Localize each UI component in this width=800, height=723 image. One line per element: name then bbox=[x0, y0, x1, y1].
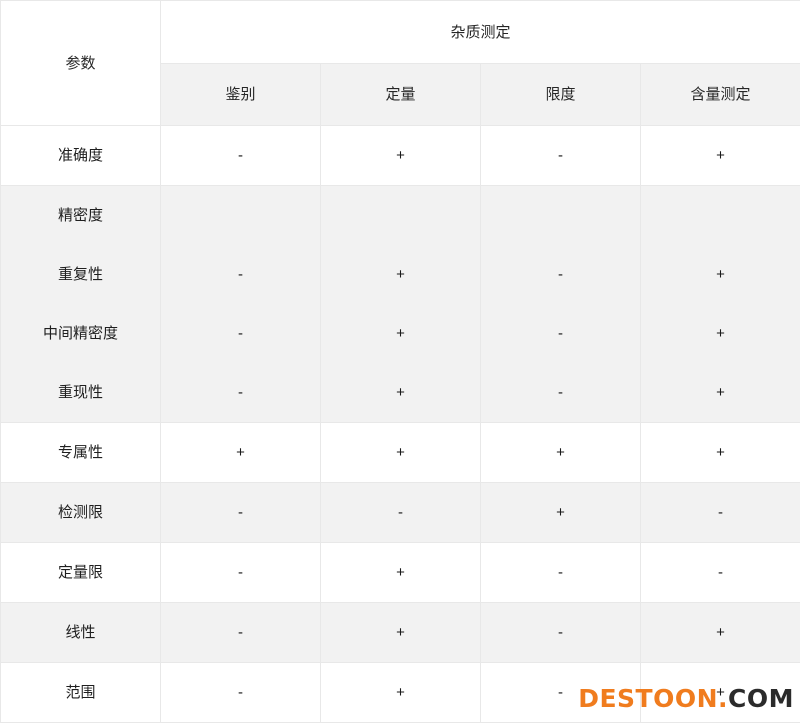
watermark-tld-text: COM bbox=[728, 684, 794, 713]
row-label-detection-limit: 检测限 bbox=[1, 483, 161, 543]
row-label-precision: 精密度 bbox=[1, 186, 160, 245]
table-row-group-precision: 精密度 重复性 中间精密度 重现性 - - - bbox=[1, 186, 800, 423]
column-header-limit: 限度 bbox=[481, 64, 641, 126]
cell-linearity-quantitation: + bbox=[321, 603, 481, 663]
cell-repeatability-quantitation: + bbox=[321, 245, 480, 304]
table-row: 专属性 + + + + bbox=[1, 423, 800, 483]
cell-accuracy-limit: - bbox=[481, 126, 641, 186]
watermark-brand-text: DESTOON bbox=[578, 684, 718, 713]
cell-range-quantitation: + bbox=[321, 663, 481, 723]
cell-repeatability-identification: - bbox=[161, 245, 320, 304]
watermark-dot: . bbox=[718, 684, 728, 713]
cell-specificity-quantitation: + bbox=[321, 423, 481, 483]
cell-linearity-limit: - bbox=[481, 603, 641, 663]
column-header-assay: 含量测定 bbox=[641, 64, 800, 126]
column-group-header-impurity-test: 杂质测定 bbox=[161, 1, 800, 64]
cell-repeatability-assay: + bbox=[641, 245, 800, 304]
cell-repeatability-limit: - bbox=[481, 245, 640, 304]
row-label-linearity: 线性 bbox=[1, 603, 161, 663]
cell-detection-limit-identification: - bbox=[161, 483, 321, 543]
cell-linearity-identification: - bbox=[161, 603, 321, 663]
cell-reproducibility-identification: - bbox=[161, 363, 320, 422]
cell-specificity-identification: + bbox=[161, 423, 321, 483]
cell-precision-limit bbox=[481, 186, 640, 245]
cell-quantitation-limit-limit: - bbox=[481, 543, 641, 603]
header-row-group: 参数 杂质测定 bbox=[1, 1, 800, 64]
cell-precision-identification bbox=[161, 186, 320, 245]
row-label-quantitation-limit: 定量限 bbox=[1, 543, 161, 603]
column-header-quantitation: 定量 bbox=[321, 64, 481, 126]
cell-detection-limit-limit: + bbox=[481, 483, 641, 543]
cell-group-precision-quantitation: + + + bbox=[321, 186, 481, 423]
column-header-parameter: 参数 bbox=[1, 1, 161, 126]
table-row: 检测限 - - + - bbox=[1, 483, 800, 543]
cell-quantitation-limit-identification: - bbox=[161, 543, 321, 603]
cell-intermediate-precision-limit: - bbox=[481, 304, 640, 363]
table-row: 准确度 - + - + bbox=[1, 126, 800, 186]
cell-specificity-limit: + bbox=[481, 423, 641, 483]
cell-accuracy-quantitation: + bbox=[321, 126, 481, 186]
row-label-repeatability: 重复性 bbox=[1, 245, 160, 304]
cell-specificity-assay: + bbox=[641, 423, 800, 483]
cell-accuracy-identification: - bbox=[161, 126, 321, 186]
cell-detection-limit-quantitation: - bbox=[321, 483, 481, 543]
cell-intermediate-precision-identification: - bbox=[161, 304, 320, 363]
cell-detection-limit-assay: - bbox=[641, 483, 800, 543]
cell-precision-assay bbox=[641, 186, 800, 245]
table-body: 准确度 - + - + 精密度 重复性 中间精密度 重现性 bbox=[1, 126, 800, 723]
cell-reproducibility-limit: - bbox=[481, 363, 640, 422]
cell-reproducibility-quantitation: + bbox=[321, 363, 480, 422]
cell-reproducibility-assay: + bbox=[641, 363, 800, 422]
row-label-accuracy: 准确度 bbox=[1, 126, 161, 186]
row-label-precision-group: 精密度 重复性 中间精密度 重现性 bbox=[1, 186, 161, 423]
row-label-range: 范围 bbox=[1, 663, 161, 723]
watermark-destoon: DESTOON.COM bbox=[578, 686, 794, 711]
cell-quantitation-limit-quantitation: + bbox=[321, 543, 481, 603]
cell-accuracy-assay: + bbox=[641, 126, 800, 186]
cell-group-precision-limit: - - - bbox=[481, 186, 641, 423]
column-header-identification: 鉴别 bbox=[161, 64, 321, 126]
cell-group-precision-assay: + + + bbox=[641, 186, 800, 423]
cell-linearity-assay: + bbox=[641, 603, 800, 663]
table-header: 参数 杂质测定 鉴别 定量 限度 含量测定 bbox=[1, 1, 800, 126]
cell-precision-quantitation bbox=[321, 186, 480, 245]
row-label-intermediate-precision: 中间精密度 bbox=[1, 304, 160, 363]
cell-group-precision-identification: - - - bbox=[161, 186, 321, 423]
table-row: 线性 - + - + bbox=[1, 603, 800, 663]
row-label-specificity: 专属性 bbox=[1, 423, 161, 483]
cell-quantitation-limit-assay: - bbox=[641, 543, 800, 603]
row-label-reproducibility: 重现性 bbox=[1, 363, 160, 422]
cell-intermediate-precision-quantitation: + bbox=[321, 304, 480, 363]
cell-range-identification: - bbox=[161, 663, 321, 723]
table-row: 定量限 - + - - bbox=[1, 543, 800, 603]
cell-intermediate-precision-assay: + bbox=[641, 304, 800, 363]
